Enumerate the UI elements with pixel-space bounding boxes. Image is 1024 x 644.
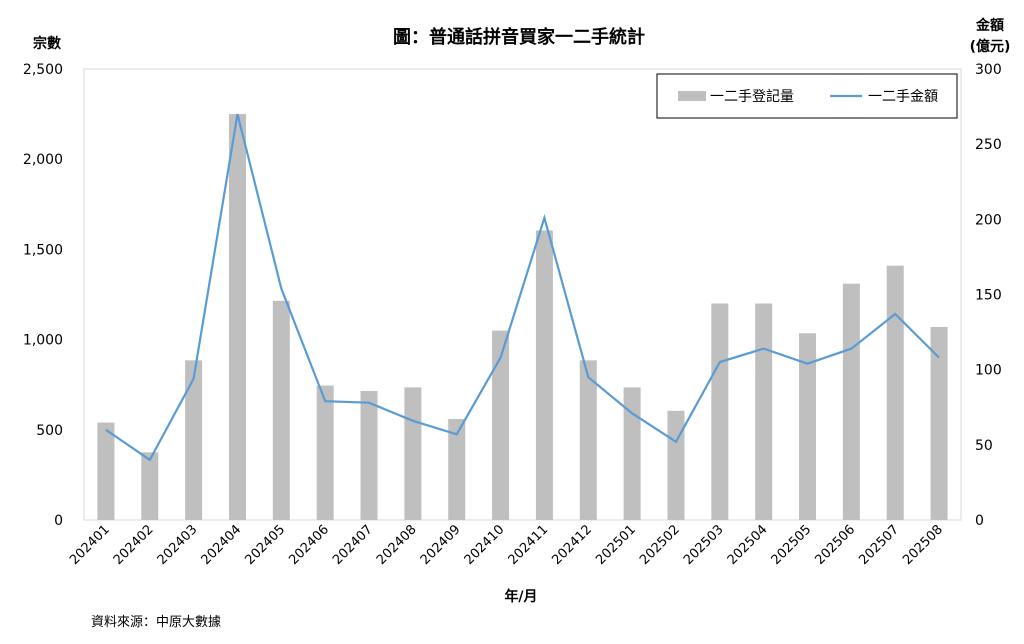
bar-202408 (404, 387, 422, 520)
y-tick-label: 1,000 (23, 333, 63, 349)
bar-202407 (360, 391, 378, 520)
source-note: 資料來源：中原大數據 (91, 615, 221, 630)
y-tick-label: 2,000 (23, 152, 63, 168)
bar-202404 (228, 114, 246, 520)
legend-bar-swatch (678, 91, 706, 101)
bar-202405 (272, 300, 290, 520)
bar-202507 (886, 265, 904, 520)
x-tick-label: 202407 (330, 522, 376, 568)
bar-202412 (579, 360, 597, 520)
x-tick-label: 202503 (681, 522, 727, 568)
x-tick-label: 202506 (812, 522, 858, 568)
x-tick-label: 202405 (242, 522, 288, 568)
x-tick-label: 202507 (856, 522, 902, 568)
y-tick-label: 1,500 (23, 242, 63, 258)
legend-line-label: 一二手金額 (868, 89, 938, 105)
x-tick-label: 202406 (286, 522, 332, 568)
x-tick-label: 202402 (111, 522, 157, 568)
bar-202411 (535, 230, 553, 520)
bar-202505 (799, 333, 817, 520)
y-tick-label: 2,500 (23, 62, 63, 78)
x-tick-label: 202501 (593, 522, 639, 568)
x-tick-label: 202412 (549, 522, 595, 568)
bar-202402 (141, 452, 159, 520)
y-axis: 0 500 1,000 1,500 2,000 2,500 (23, 62, 63, 529)
x-tick-label: 202410 (462, 522, 508, 568)
y2-tick-label: 300 (975, 62, 1002, 78)
bar-202506 (842, 283, 860, 520)
y2-tick-label: 50 (975, 438, 993, 454)
y2-tick-label: 100 (975, 363, 1002, 379)
y-tick-label: 0 (54, 513, 63, 529)
bar-202406 (316, 385, 334, 520)
x-tick-label: 202408 (374, 522, 420, 568)
bar-202409 (448, 418, 466, 520)
x-tick-label: 202508 (900, 522, 946, 568)
y2-tick-label: 0 (975, 513, 984, 529)
bar-202503 (711, 303, 729, 520)
y2-axis-title-line1: 金額 (975, 17, 1004, 34)
chart-title: 圖：普通話拼音買家一二手統計 (393, 26, 645, 48)
y-axis-title: 宗數 (33, 35, 61, 52)
legend: 一二手登記量 一二手金額 (656, 73, 958, 119)
x-axis-title: 年/月 (504, 588, 537, 605)
y2-tick-label: 250 (975, 137, 1002, 153)
x-tick-label: 202404 (199, 522, 245, 568)
bar-202410 (492, 330, 510, 520)
x-tick-label: 202403 (155, 522, 201, 568)
x-tick-label: 202409 (418, 522, 464, 568)
y2-tick-label: 200 (975, 212, 1002, 228)
legend-box (656, 73, 958, 119)
bar-202401 (97, 422, 115, 520)
bar-202403 (185, 360, 203, 520)
line-series (105, 113, 940, 462)
y2-tick-label: 150 (975, 288, 1002, 304)
plot-area (83, 68, 962, 521)
bar-202502 (667, 410, 685, 520)
y2-axis: 0 50 100 150 200 250 300 (975, 62, 1002, 529)
x-tick-label: 202401 (67, 522, 113, 568)
x-tick-label: 202504 (725, 522, 771, 568)
legend-bar-label: 一二手登記量 (710, 88, 794, 105)
bar-202508 (930, 326, 948, 520)
x-tick-label: 202502 (637, 522, 683, 568)
x-tick-label: 202505 (769, 522, 815, 568)
bar-202504 (755, 303, 773, 520)
bar-series (97, 114, 948, 520)
y2-axis-title-line2: (億元) (970, 38, 1011, 55)
bar-202501 (623, 387, 641, 520)
x-tick-label: 202411 (506, 522, 552, 568)
x-axis: 2024012024022024032024042024052024062024… (67, 522, 946, 568)
y-tick-label: 500 (36, 423, 63, 439)
